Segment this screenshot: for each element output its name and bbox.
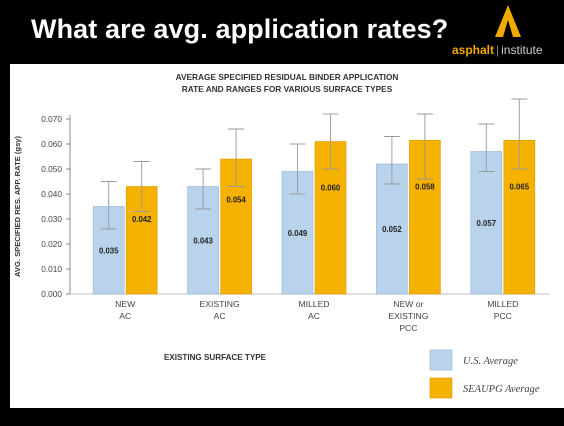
y-tick-label: 0.030 bbox=[41, 214, 62, 224]
bar-us bbox=[376, 163, 408, 295]
y-tick-label: 0.020 bbox=[41, 239, 62, 249]
data-label: 0.052 bbox=[382, 225, 402, 234]
x-category-label: MILLED bbox=[298, 299, 329, 309]
y-tick-label: 0.050 bbox=[41, 164, 62, 174]
footer-bar bbox=[0, 408, 564, 426]
data-label: 0.065 bbox=[510, 182, 530, 191]
legend-label-us: U.S. Average bbox=[463, 356, 518, 367]
y-tick-label: 0.060 bbox=[41, 139, 62, 149]
x-category-label: AC bbox=[214, 311, 226, 321]
x-category-label: PCC bbox=[494, 311, 512, 321]
legend-label-seaupg: SEAUPG Average bbox=[463, 384, 540, 395]
x-category-label: AC bbox=[308, 311, 320, 321]
data-label: 0.042 bbox=[132, 215, 152, 224]
x-category-label: MILLED bbox=[487, 299, 518, 309]
x-category-label: EXISTING bbox=[200, 299, 240, 309]
y-tick-label: 0.070 bbox=[41, 114, 62, 124]
data-label: 0.049 bbox=[288, 229, 308, 238]
asphalt-institute-logo: asphalt | institute bbox=[452, 4, 564, 62]
x-category-label: NEW bbox=[115, 299, 136, 309]
logo-triangle-icon bbox=[495, 5, 521, 37]
x-category-label: EXISTING bbox=[388, 311, 428, 321]
data-label: 0.035 bbox=[99, 246, 119, 255]
data-label: 0.058 bbox=[415, 182, 435, 191]
logo-separator: | bbox=[496, 43, 500, 57]
x-category-label: PCC bbox=[399, 323, 417, 333]
chart-title: AVERAGE SPECIFIED RESIDUAL BINDER APPLIC… bbox=[176, 72, 399, 82]
y-tick-label: 0.040 bbox=[41, 189, 62, 199]
y-axis-label: AVG. SPECIFIED RES. APP. RATE (gsy) bbox=[13, 135, 22, 277]
legend-swatch-us bbox=[429, 349, 453, 371]
x-category-label: AC bbox=[119, 311, 131, 321]
y-tick-label: 0.010 bbox=[41, 264, 62, 274]
slide-title: What are avg. application rates? bbox=[31, 14, 449, 44]
data-label: 0.057 bbox=[477, 219, 497, 228]
bar-chart: AVERAGE SPECIFIED RESIDUAL BINDER APPLIC… bbox=[13, 72, 550, 399]
chart-panel: AVERAGE SPECIFIED RESIDUAL BINDER APPLIC… bbox=[10, 64, 564, 408]
data-label: 0.054 bbox=[226, 196, 246, 205]
x-axis-label: EXISTING SURFACE TYPE bbox=[164, 353, 267, 362]
y-tick-label: 0.000 bbox=[41, 289, 62, 299]
data-label: 0.043 bbox=[193, 236, 213, 245]
data-label: 0.060 bbox=[321, 183, 341, 192]
logo-text: asphalt | institute bbox=[452, 41, 564, 59]
logo-wordmark-light: institute bbox=[501, 43, 543, 57]
chart-title: RATE AND RANGES FOR VARIOUS SURFACE TYPE… bbox=[182, 84, 393, 94]
logo-wordmark-bold: asphalt bbox=[452, 43, 495, 57]
legend-swatch-seaupg bbox=[429, 377, 453, 399]
x-category-label: NEW or bbox=[393, 299, 423, 309]
